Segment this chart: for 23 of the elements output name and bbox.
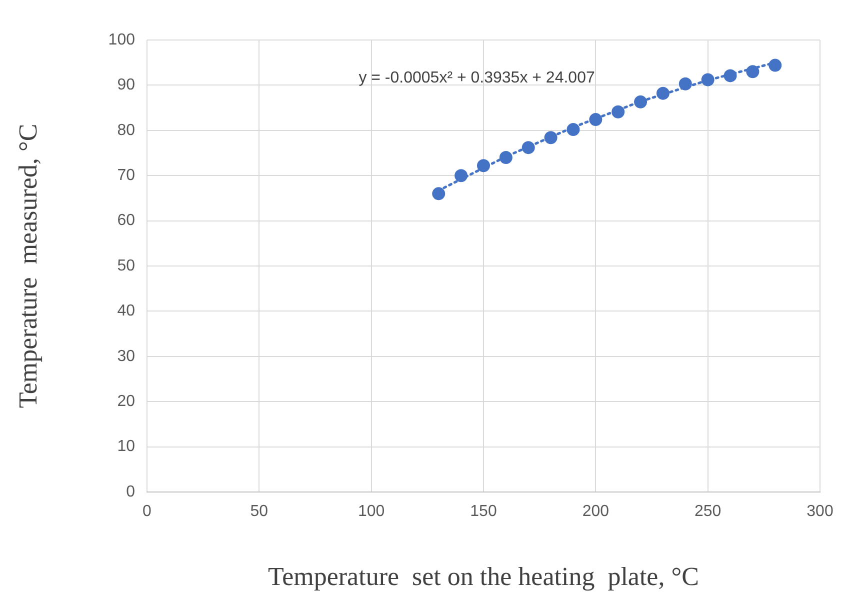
point	[432, 187, 446, 200]
annotation: y = -0.0005x² + 0.3935x + 24.007	[358, 69, 595, 86]
y-axis-title: Temperature measured, °C	[13, 124, 42, 408]
y-tick-label: 60	[117, 212, 136, 230]
y-tick-label: 50	[117, 257, 136, 274]
y-tick-label: 0	[126, 483, 136, 500]
y-tick-label: 10	[117, 438, 136, 456]
x-axis-title: Temperature set on the heating plate, °C	[268, 562, 699, 592]
y-tick-label: 70	[117, 167, 136, 184]
y-tick-label: 30	[117, 348, 136, 365]
y-tick-label: 80	[117, 122, 136, 139]
x-tick-label: 250	[694, 503, 722, 520]
x-tick-label: 0	[142, 503, 152, 520]
x-tick-label: 50	[250, 503, 268, 520]
point	[768, 58, 782, 72]
x-tick-label: 200	[582, 503, 610, 520]
y-tick-label: 40	[117, 302, 136, 320]
x-tick-label: 150	[470, 503, 497, 520]
y-tick-label: 90	[117, 76, 136, 94]
x-tick-label: 300	[806, 503, 834, 520]
y-tick-label: 20	[117, 393, 136, 410]
y-tick-label: 100	[108, 31, 136, 48]
x-tick-label: 100	[358, 503, 385, 520]
